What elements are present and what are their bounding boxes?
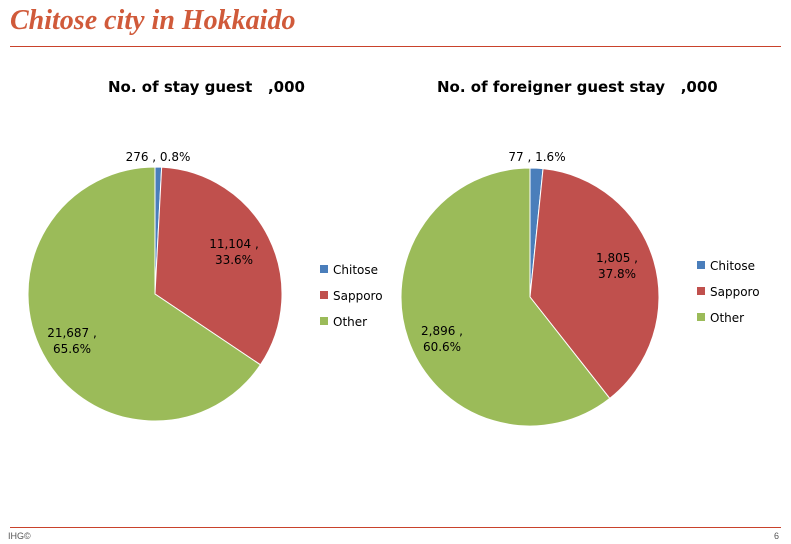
data-label-other: 2,896 , 60.6% [421,324,463,354]
legend-item-sapporo: Sapporo [710,285,760,299]
data-label-other: 21,687 , 65.6% [47,326,97,356]
footer-divider [10,527,781,528]
slice-sapporo [529,168,660,400]
data-label-chitose: 77 , 1.6% [508,150,565,164]
data-label-sapporo: 11,104 , 33.6% [209,237,259,267]
page-number: 6 [773,531,779,541]
slice-other [400,167,611,427]
footer-copyright: IHG© [8,531,31,541]
chart-title: No. of stay guest ,000 [108,78,305,96]
page-title: Chitose city in Hokkaido [10,5,296,36]
legend-item-sapporo: Sapporo [333,289,383,303]
slice-sapporo [154,166,283,366]
pie-chart-1: No. of stay guest ,000 276 , 0.8% 11,104 ,… [27,78,383,422]
slice-other [27,166,262,422]
legend-item-chitose: Chitose [710,259,755,273]
legend-item-sapporo-swatch [697,287,705,295]
legend-item-other: Other [710,311,744,325]
legend-item-other-swatch [697,313,705,321]
legend-item-other: Other [333,315,367,329]
legend-item-chitose-swatch [320,265,328,273]
legend-item-chitose-swatch [697,261,705,269]
chart-title: No. of foreigner guest stay ,000 [437,78,718,96]
data-label-sapporo: 1,805 , 37.8% [596,251,638,281]
pie-chart-2: No. of foreigner guest stay ,000 77 , 1.6… [400,78,760,427]
legend-item-other-swatch [320,317,328,325]
title-divider [10,46,781,47]
data-label-chitose: 276 , 0.8% [126,150,191,164]
legend-item-chitose: Chitose [333,263,378,277]
legend-item-sapporo-swatch [320,291,328,299]
